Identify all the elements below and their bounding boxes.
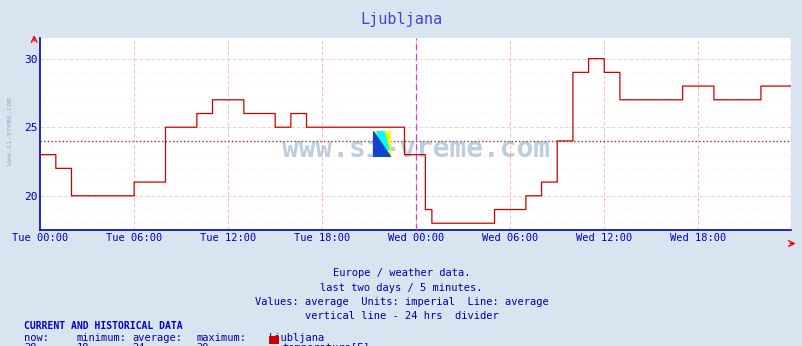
Text: Ljubljana: Ljubljana (360, 12, 442, 27)
Text: now:: now: (24, 333, 49, 343)
Text: minimum:: minimum: (76, 333, 126, 343)
Text: www.si-vreme.com: www.si-vreme.com (6, 98, 13, 165)
Polygon shape (373, 131, 391, 157)
Text: 30: 30 (196, 343, 209, 346)
Text: 24: 24 (132, 343, 145, 346)
Text: Values: average  Units: imperial  Line: average: Values: average Units: imperial Line: av… (254, 297, 548, 307)
Text: average:: average: (132, 333, 182, 343)
Text: temperature[F]: temperature[F] (282, 343, 370, 346)
Text: vertical line - 24 hrs  divider: vertical line - 24 hrs divider (304, 311, 498, 321)
Text: maximum:: maximum: (196, 333, 246, 343)
Polygon shape (373, 131, 391, 157)
Text: CURRENT AND HISTORICAL DATA: CURRENT AND HISTORICAL DATA (24, 321, 183, 331)
Text: 28: 28 (24, 343, 37, 346)
Text: 18: 18 (76, 343, 89, 346)
Text: Ljubljana: Ljubljana (269, 333, 325, 343)
Polygon shape (376, 131, 389, 149)
Text: last two days / 5 minutes.: last two days / 5 minutes. (320, 283, 482, 293)
Text: Europe / weather data.: Europe / weather data. (332, 268, 470, 278)
Text: www.si-vreme.com: www.si-vreme.com (282, 135, 549, 163)
